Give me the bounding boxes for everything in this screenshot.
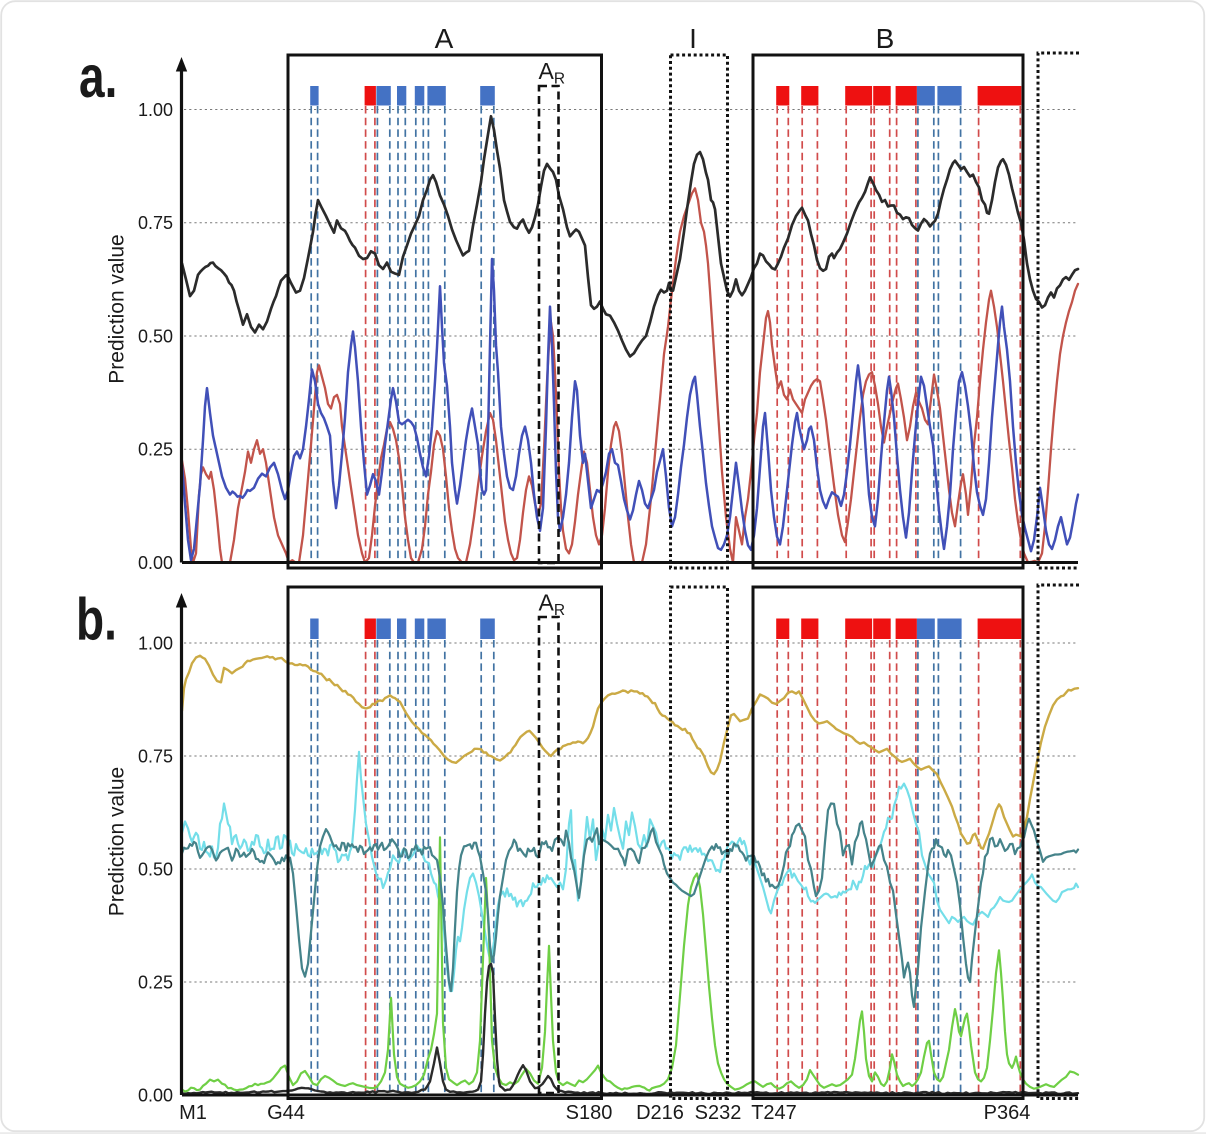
svg-text:S180: S180 bbox=[566, 1102, 613, 1124]
svg-text:0.75: 0.75 bbox=[138, 746, 173, 766]
svg-text:0.25: 0.25 bbox=[138, 440, 173, 460]
svg-text:B: B bbox=[876, 23, 895, 54]
svg-text:1.00: 1.00 bbox=[138, 633, 173, 653]
svg-text:1.00: 1.00 bbox=[138, 100, 173, 120]
svg-text:T247: T247 bbox=[751, 1102, 797, 1124]
svg-text:0.00: 0.00 bbox=[138, 1085, 173, 1105]
svg-text:0.00: 0.00 bbox=[138, 553, 173, 573]
svg-text:0.75: 0.75 bbox=[138, 213, 173, 233]
svg-text:P364: P364 bbox=[984, 1102, 1031, 1124]
svg-text:M1: M1 bbox=[179, 1102, 207, 1124]
svg-text:0.50: 0.50 bbox=[138, 326, 173, 346]
svg-text:Prediction value: Prediction value bbox=[106, 234, 129, 383]
svg-text:a.: a. bbox=[79, 45, 117, 111]
svg-text:b.: b. bbox=[76, 587, 117, 653]
svg-text:S232: S232 bbox=[695, 1102, 742, 1124]
svg-text:I: I bbox=[689, 23, 697, 54]
svg-text:Prediction value: Prediction value bbox=[106, 767, 129, 916]
svg-text:0.50: 0.50 bbox=[138, 859, 173, 879]
svg-text:0.25: 0.25 bbox=[138, 972, 173, 992]
svg-text:A: A bbox=[435, 23, 454, 54]
svg-text:G44: G44 bbox=[267, 1102, 305, 1124]
svg-text:D216: D216 bbox=[636, 1102, 684, 1124]
